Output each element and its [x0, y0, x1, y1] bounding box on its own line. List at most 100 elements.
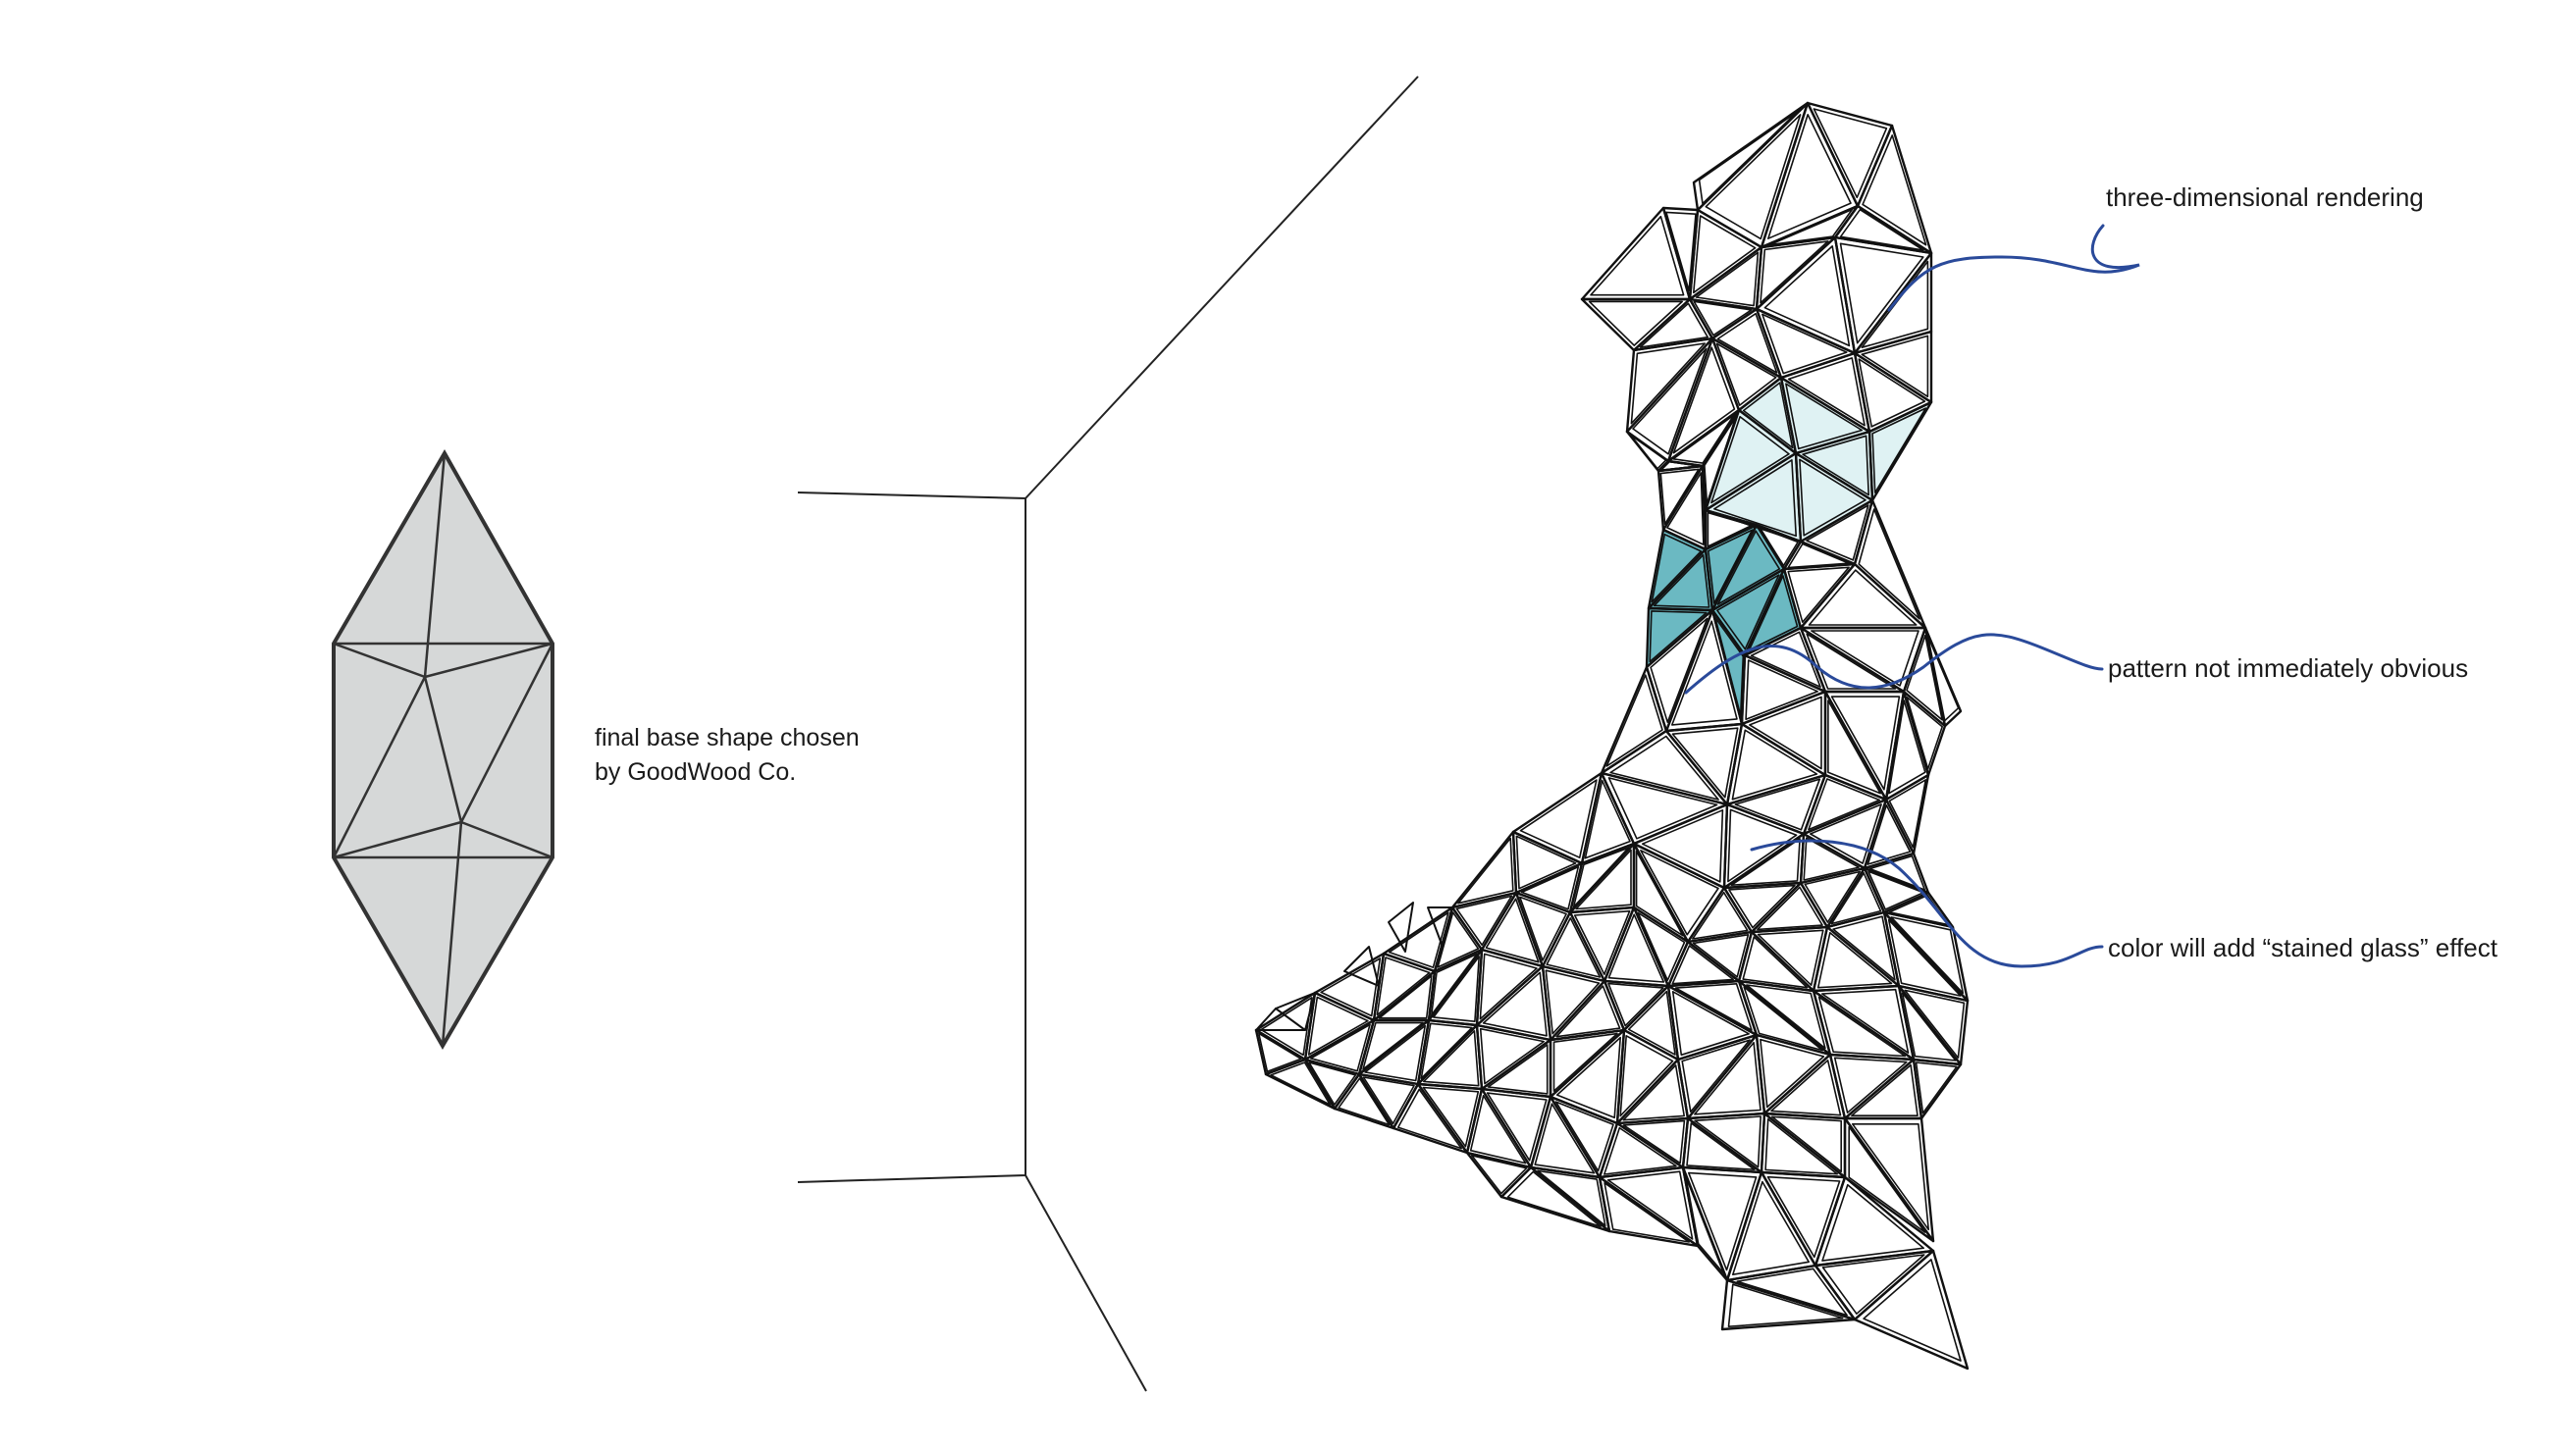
mesh-triangle-inset	[1890, 916, 1965, 995]
mesh-triangle-inset	[1757, 886, 1823, 931]
mesh-triangle	[1762, 1053, 1847, 1120]
mesh-triangle-inset	[1730, 838, 1801, 887]
mesh-triangle-inset	[1630, 342, 1706, 425]
mesh-triangle-inset	[1603, 1182, 1690, 1243]
mesh-triangle-inset	[1858, 508, 1920, 620]
mesh-triangle-inset	[1653, 553, 1710, 608]
callout-text-3d: three-dimensional rendering	[2106, 182, 2424, 212]
mesh-triangle-inset	[1651, 533, 1703, 603]
mesh-triangle-inset	[1260, 997, 1313, 1057]
mesh-triangle-inset	[1258, 1032, 1302, 1072]
mesh-triangle-inset	[1904, 989, 1966, 1059]
callout-text-stained: color will add “stained glass” effect	[2108, 933, 2498, 962]
mesh-triangle-inset	[1672, 414, 1735, 464]
mesh-triangle-inset	[1685, 1175, 1725, 1274]
mesh-triangle-inset	[1619, 1035, 1674, 1117]
mesh-colored-panel	[1739, 378, 1796, 453]
mesh-triangle-inset	[1520, 865, 1580, 910]
mesh-triangle	[1720, 1278, 1857, 1331]
mesh-triangle-inset	[1423, 1030, 1480, 1087]
mesh-triangle-inset	[1888, 779, 1927, 849]
mesh-triangle-inset	[1811, 630, 1919, 687]
mesh-triangle	[1884, 773, 1930, 855]
mesh-triangle-inset	[1420, 1022, 1473, 1079]
mesh-triangle-inset	[1609, 735, 1719, 801]
mesh-triangle-inset	[1671, 727, 1739, 799]
mesh-triangle-inset	[1727, 1283, 1844, 1327]
mesh-triangle-inset	[1830, 872, 1882, 925]
mesh-triangle-inset	[1376, 957, 1431, 1016]
mesh-triangle-inset	[1749, 696, 1822, 770]
mesh-triangle-inset	[1734, 778, 1821, 831]
mesh-triangle-inset	[1695, 251, 1760, 307]
mesh-triangle-inset	[1862, 134, 1927, 246]
mesh-triangle-inset	[1479, 953, 1538, 1020]
mesh-triangle-inset	[1742, 382, 1794, 449]
mesh-triangle-inset	[1728, 884, 1796, 929]
mesh-triangle-inset	[1867, 870, 1924, 910]
mesh-triangle-inset	[1736, 1268, 1848, 1317]
mesh-triangle-inset	[1863, 1259, 1962, 1362]
mesh-triangle-inset	[1519, 779, 1598, 859]
mesh-triangle-inset	[1470, 1155, 1528, 1195]
mesh-triangle-inset	[1799, 458, 1866, 537]
mesh-triangle-inset	[1338, 1077, 1391, 1126]
mesh-triangle-inset	[1821, 988, 1910, 1054]
mesh-triangle	[1357, 1018, 1431, 1086]
mesh-triangle-inset	[1693, 300, 1753, 336]
mesh-triangle	[1392, 1082, 1469, 1155]
mesh-triangle-inset	[1378, 974, 1433, 1019]
mesh-triangle-inset	[1546, 916, 1602, 978]
mesh-triangle-inset	[1603, 1126, 1677, 1175]
mesh-triangle-inset	[1320, 957, 1382, 1017]
mesh-triangle-inset	[1787, 543, 1850, 569]
mesh-triangle	[1480, 1038, 1552, 1099]
mesh-triangle-inset	[1584, 779, 1631, 859]
mesh-triangle-inset	[1545, 969, 1601, 1035]
mesh-triangle-inset	[1861, 335, 1929, 398]
mesh-triangle-inset	[1537, 1169, 1606, 1227]
mesh-triangle-inset	[1686, 1122, 1756, 1170]
mesh-triangle-inset	[1806, 633, 1897, 690]
mesh-triangle-inset	[1759, 527, 1799, 567]
mesh-triangle-inset	[1804, 870, 1861, 923]
mesh-triangle-inset	[1639, 302, 1709, 348]
mesh-triangle-inset	[1713, 459, 1797, 538]
mesh-triangle-inset	[1573, 909, 1631, 976]
mesh-triangle-inset	[1766, 1175, 1841, 1259]
mesh-triangle-inset	[1588, 300, 1683, 346]
mesh-colored-panel	[1706, 453, 1801, 542]
callout-text-pattern: pattern not immediately obvious	[2108, 653, 2468, 683]
mesh-triangle-inset	[1659, 468, 1700, 526]
mesh-triangle-inset	[1622, 1119, 1686, 1164]
mesh-triangle-inset	[1832, 915, 1896, 981]
mesh-triangle-inset	[1552, 1032, 1618, 1092]
mesh-triangle-inset	[1768, 208, 1854, 246]
mesh-triangle-inset	[1763, 245, 1851, 347]
mesh-triangle-inset	[1515, 835, 1577, 890]
mesh-triangle-inset	[1704, 416, 1737, 504]
mesh-triangle-inset	[1710, 415, 1790, 504]
callout-leaders	[1684, 224, 2140, 968]
mesh-triangle-inset	[1887, 918, 1962, 997]
mesh-triangle-inset	[1622, 1064, 1685, 1121]
mesh-triangle-inset	[1716, 530, 1781, 605]
mesh-triangle-inset	[1888, 699, 1926, 795]
mesh-triangle	[1600, 729, 1729, 806]
mesh-triangle-inset	[1422, 1086, 1480, 1148]
mesh-triangle-inset	[1640, 849, 1719, 936]
mesh-triangle	[1580, 206, 1692, 301]
mesh-triangle-inset	[1839, 242, 1924, 344]
mesh-triangle-inset	[1694, 1041, 1761, 1115]
mesh-triangle-inset	[1770, 1115, 1842, 1172]
mesh-triangle-inset	[1816, 931, 1893, 989]
mesh-triangle-inset	[1813, 108, 1888, 199]
mesh-triangle-inset	[1803, 837, 1860, 881]
mesh-triangle-inset	[1307, 996, 1369, 1056]
mesh-triangle-inset	[1839, 208, 1924, 251]
mesh-triangle-inset	[1688, 1171, 1758, 1271]
mesh-triangle-inset	[1806, 504, 1869, 561]
mesh-triangle-inset	[1627, 990, 1676, 1056]
mesh-triangle-inset	[1742, 936, 1809, 989]
mesh-triangle-inset	[1671, 620, 1738, 726]
